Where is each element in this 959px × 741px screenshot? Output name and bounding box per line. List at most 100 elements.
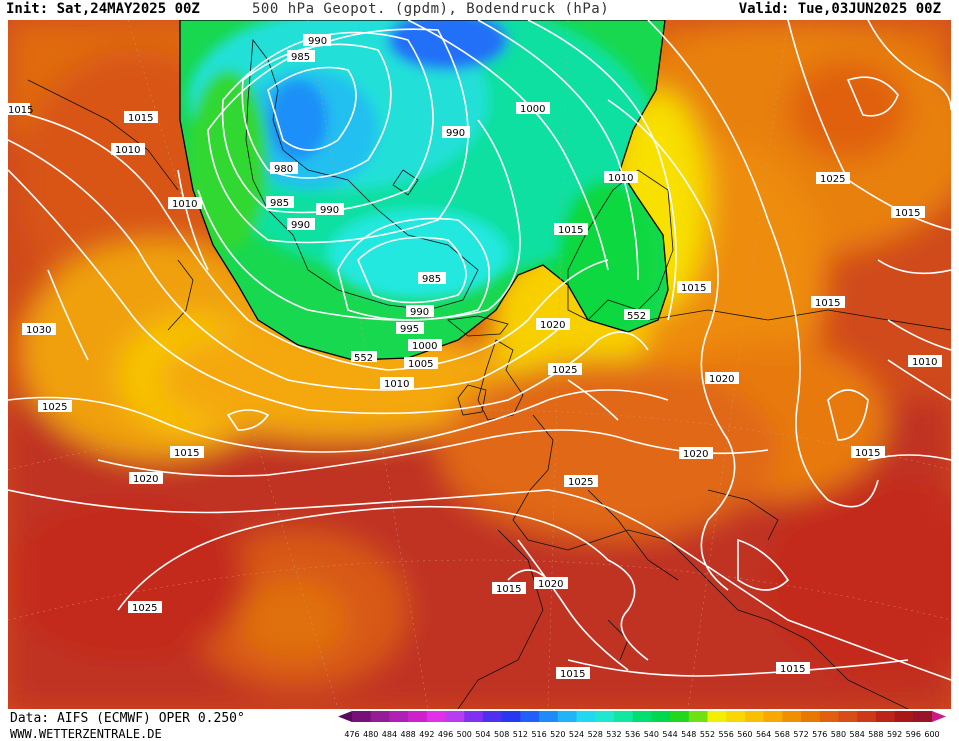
svg-text:990: 990 xyxy=(308,36,327,47)
map-header: Init: Sat,24MAY2025 00Z 500 hPa Geopot. … xyxy=(0,0,959,20)
colorbar-swatch xyxy=(819,711,839,722)
pressure-label: 1010 xyxy=(908,355,942,368)
svg-text:1015: 1015 xyxy=(681,283,706,294)
svg-text:990: 990 xyxy=(410,307,429,318)
svg-text:1020: 1020 xyxy=(683,449,708,460)
pressure-label: 1010 xyxy=(168,197,202,210)
colorbar-swatch xyxy=(707,711,727,722)
colorbar-tick-label: 580 xyxy=(831,730,846,739)
geopotential-labels: 552 552 xyxy=(351,309,650,364)
svg-text:985: 985 xyxy=(270,198,289,209)
svg-text:552: 552 xyxy=(354,353,373,364)
pressure-label: 1025 xyxy=(564,475,598,488)
cold-core-shading xyxy=(180,20,668,360)
svg-text:1030: 1030 xyxy=(26,325,51,336)
pressure-label: 1020 xyxy=(534,577,568,590)
colorbar-tick-label: 588 xyxy=(868,730,883,739)
colorbar-tick-label: 552 xyxy=(700,730,715,739)
pressure-label: 1015 xyxy=(124,111,158,124)
geopotential-label: 552 xyxy=(624,309,650,322)
colorbar-tick-label: 544 xyxy=(662,730,677,739)
colorbar-swatch xyxy=(913,711,933,722)
colorbar-tick-label: 488 xyxy=(400,730,415,739)
pressure-label: 980 xyxy=(270,162,298,175)
map-title: 500 hPa Geopot. (gpdm), Bodendruck (hPa) xyxy=(252,1,610,17)
colorbar-arrow-left xyxy=(338,711,352,722)
svg-text:1015: 1015 xyxy=(174,448,199,459)
pressure-label: 1015 xyxy=(851,446,885,459)
graticule xyxy=(8,20,951,709)
svg-text:1020: 1020 xyxy=(540,320,565,331)
colorbar-tick-label: 492 xyxy=(419,730,434,739)
colorbar-swatch xyxy=(445,711,465,722)
svg-text:1010: 1010 xyxy=(912,357,937,368)
colorbar-swatch xyxy=(482,711,503,722)
colorbar-tick-label: 548 xyxy=(681,730,696,739)
svg-text:1025: 1025 xyxy=(132,603,157,614)
svg-text:1010: 1010 xyxy=(115,145,140,156)
pressure-label: 1010 xyxy=(604,171,638,184)
colorbar-swatch xyxy=(539,711,559,722)
colorbar-swatch xyxy=(801,711,821,722)
colorbar-swatch xyxy=(389,711,409,722)
colorbar-swatch xyxy=(838,711,858,722)
svg-text:1005: 1005 xyxy=(408,359,433,370)
weather-map: 990 985 1000 990 980 985 990 990 985 990… xyxy=(8,20,951,709)
svg-text:1015: 1015 xyxy=(560,669,585,680)
pressure-label: 990 xyxy=(287,218,315,231)
svg-text:990: 990 xyxy=(320,205,339,216)
website-label: WWW.WETTERZENTRALE.DE xyxy=(10,727,162,741)
pressure-label: 1010 xyxy=(380,377,414,390)
svg-text:1015: 1015 xyxy=(128,113,153,124)
pressure-label: 990 xyxy=(316,203,344,216)
pressure-label: 1015 xyxy=(811,296,845,309)
colorbar-tick-label: 532 xyxy=(606,730,621,739)
svg-text:1015: 1015 xyxy=(895,208,920,219)
pressure-label: 1000 xyxy=(408,339,442,352)
colorbar-tick-label: 524 xyxy=(569,730,584,739)
svg-text:1015: 1015 xyxy=(780,664,805,675)
isobars xyxy=(8,20,951,681)
colorbar-swatch xyxy=(370,711,390,722)
colorbar-swatch xyxy=(426,711,447,722)
pressure-label: 1020 xyxy=(705,372,739,385)
pressure-label: 1025 xyxy=(38,400,72,413)
svg-text:1025: 1025 xyxy=(552,365,577,376)
colorbar-legend: 476 480 484 488 492 496 500 504 508 512 516 520 524 5… xyxy=(338,711,946,739)
pressure-label: 1000 xyxy=(516,102,550,115)
svg-text:990: 990 xyxy=(291,220,310,231)
svg-text:552: 552 xyxy=(627,311,646,322)
svg-text:1015: 1015 xyxy=(8,105,33,116)
colorbar-tick-label: 476 xyxy=(344,730,359,739)
colorbar-tick-label: 496 xyxy=(438,730,453,739)
pressure-label: 1025 xyxy=(816,172,850,185)
svg-text:1025: 1025 xyxy=(42,402,67,413)
pressure-label: 990 xyxy=(303,34,331,47)
pressure-label: 985 xyxy=(287,50,315,63)
colorbar-swatch xyxy=(875,711,896,722)
pressure-label: 1030 xyxy=(22,323,56,336)
svg-text:1000: 1000 xyxy=(520,104,545,115)
svg-text:1020: 1020 xyxy=(709,374,734,385)
colorbar-swatch xyxy=(782,711,802,722)
colorbar-swatch xyxy=(408,711,428,722)
colorbar-swatch xyxy=(632,711,652,722)
colorbar-tick-label: 520 xyxy=(550,730,565,739)
colorbar-tick-label: 484 xyxy=(382,730,397,739)
colorbar-tick-label: 584 xyxy=(850,730,865,739)
colorbar-tick-label: 572 xyxy=(793,730,808,739)
pressure-label: 990 xyxy=(406,305,434,318)
pressure-label: 990 xyxy=(442,126,470,139)
svg-text:1010: 1010 xyxy=(608,173,633,184)
colorbar-swatch xyxy=(557,711,578,722)
pressure-label: 1015 xyxy=(8,103,33,116)
colorbar-swatch xyxy=(651,711,671,722)
pressure-label: 1015 xyxy=(170,446,204,459)
svg-text:1015: 1015 xyxy=(496,584,521,595)
coastlines xyxy=(27,38,951,709)
svg-text:995: 995 xyxy=(400,324,419,335)
pressure-label: 1015 xyxy=(492,582,526,595)
svg-text:1015: 1015 xyxy=(558,225,583,236)
colorbar-swatch xyxy=(501,711,521,722)
colorbar-swatch xyxy=(352,711,372,722)
